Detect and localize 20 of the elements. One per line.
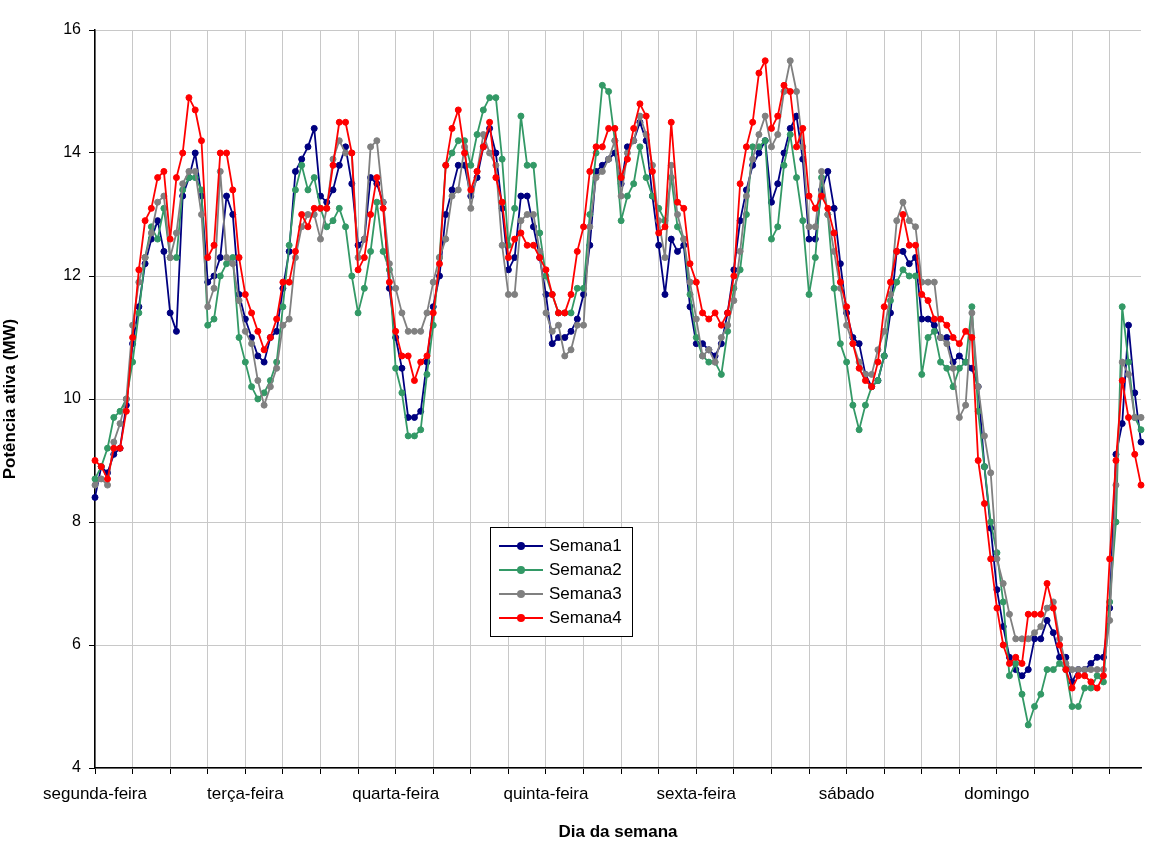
x-tick-label: domingo — [964, 783, 1030, 803]
legend-label: Semana1 — [549, 535, 622, 557]
y-tick-label: 12 — [63, 266, 82, 284]
y-tick-label: 14 — [63, 143, 82, 161]
y-tick-label: 8 — [72, 512, 82, 530]
x-tick-label: terça-feira — [207, 783, 285, 803]
legend-label: Semana2 — [549, 559, 622, 581]
x-axis-title: Dia da semana — [558, 822, 679, 842]
x-tick-label: quarta-feira — [352, 783, 440, 803]
x-tick-label: sábado — [818, 783, 875, 803]
x-tick-label: quinta-feira — [503, 783, 590, 803]
legend-label: Semana4 — [549, 607, 622, 629]
y-tick-label: 4 — [72, 758, 82, 776]
y-tick-label: 10 — [63, 389, 82, 407]
x-tick-label: sexta-feira — [656, 783, 737, 803]
x-tick-label: segunda-feira — [43, 783, 148, 803]
y-tick-label: 6 — [72, 635, 82, 653]
y-axis-title: Potência ativa (MW) — [0, 318, 19, 480]
y-tick-label: 16 — [63, 20, 82, 38]
legend-label: Semana3 — [549, 583, 622, 605]
